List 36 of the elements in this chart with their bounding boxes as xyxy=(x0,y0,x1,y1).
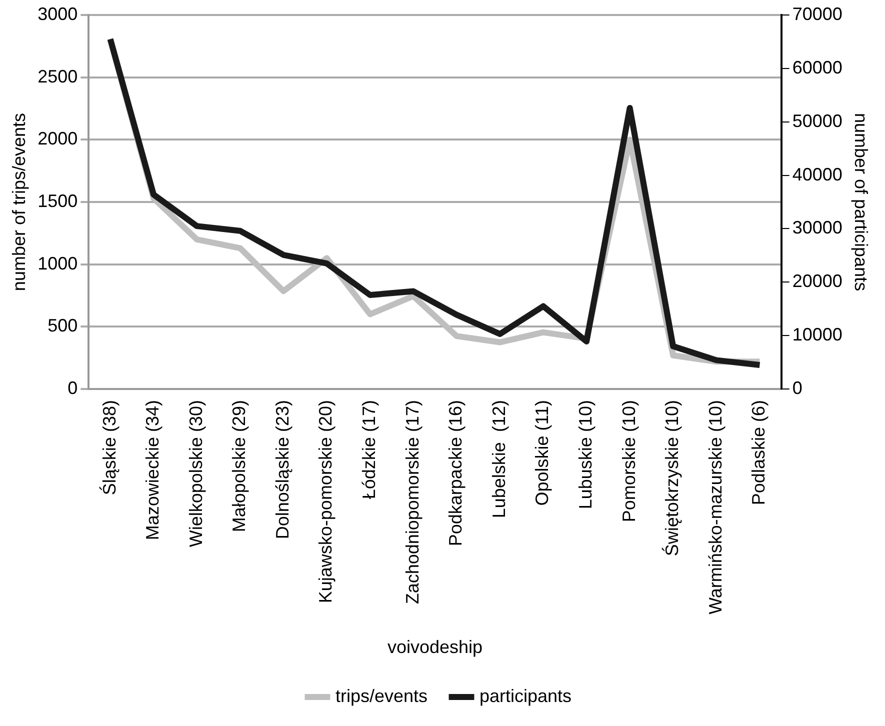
x-tick-label: Świętokrzyskie (10) xyxy=(661,400,682,556)
legend-label: trips/events xyxy=(335,686,428,706)
y2-tick-label: 30000 xyxy=(792,218,842,238)
y-tick-label: 1500 xyxy=(38,190,78,211)
y2-tick-label: 20000 xyxy=(792,271,842,292)
x-tick-label: Podkarpackie (16) xyxy=(446,400,466,546)
y-tick-label: 500 xyxy=(48,316,78,336)
y2-tick-label: 0 xyxy=(792,378,802,398)
y-tick-label: 3000 xyxy=(38,4,78,24)
y-tick-label: 2500 xyxy=(38,66,78,86)
y-axis-title: number of trips/events xyxy=(8,112,29,292)
x-tick-label: Warmińsko-mazurskie (10) xyxy=(705,400,726,614)
y2-tick-label: 50000 xyxy=(792,110,842,131)
y2-tick-label: 70000 xyxy=(792,4,842,24)
x-tick-label: Zachodniopomorskie (17) xyxy=(402,400,422,604)
y2-axis-title: number of participants xyxy=(851,112,872,292)
y-tick-label: 2000 xyxy=(38,128,78,149)
x-tick-label: Wielkopolskie (30) xyxy=(186,400,206,548)
x-tick-label: Łódzkie (17) xyxy=(359,400,380,500)
x-tick-label: Opolskie (11) xyxy=(532,400,552,506)
legend-label: participants xyxy=(479,686,572,706)
x-tick-label: Lubuskie (10) xyxy=(575,400,596,510)
y2-tick-label: 40000 xyxy=(792,164,842,184)
y-tick-label: 0 xyxy=(68,378,78,398)
x-tick-label: Podlaskie (6) xyxy=(748,400,769,506)
x-tick-label: Mazowieckie (34) xyxy=(142,400,163,540)
x-tick-label: Śląskie (38) xyxy=(98,400,120,496)
x-tick-label: Pomorskie (10) xyxy=(618,400,639,522)
x-axis-title: voivodeship xyxy=(387,637,483,658)
y2-tick-label: 10000 xyxy=(792,324,842,345)
x-tick-label: Lubelskie (12) xyxy=(488,400,509,518)
y2-tick-label: 60000 xyxy=(792,57,842,78)
x-tick-label: Małopolskie (29) xyxy=(229,400,250,532)
x-tick-label: Kujawsko-pomorskie (20) xyxy=(316,400,336,604)
x-tick-label: Dolnośląskie (23) xyxy=(272,400,292,540)
y-tick-label: 1000 xyxy=(38,253,78,274)
